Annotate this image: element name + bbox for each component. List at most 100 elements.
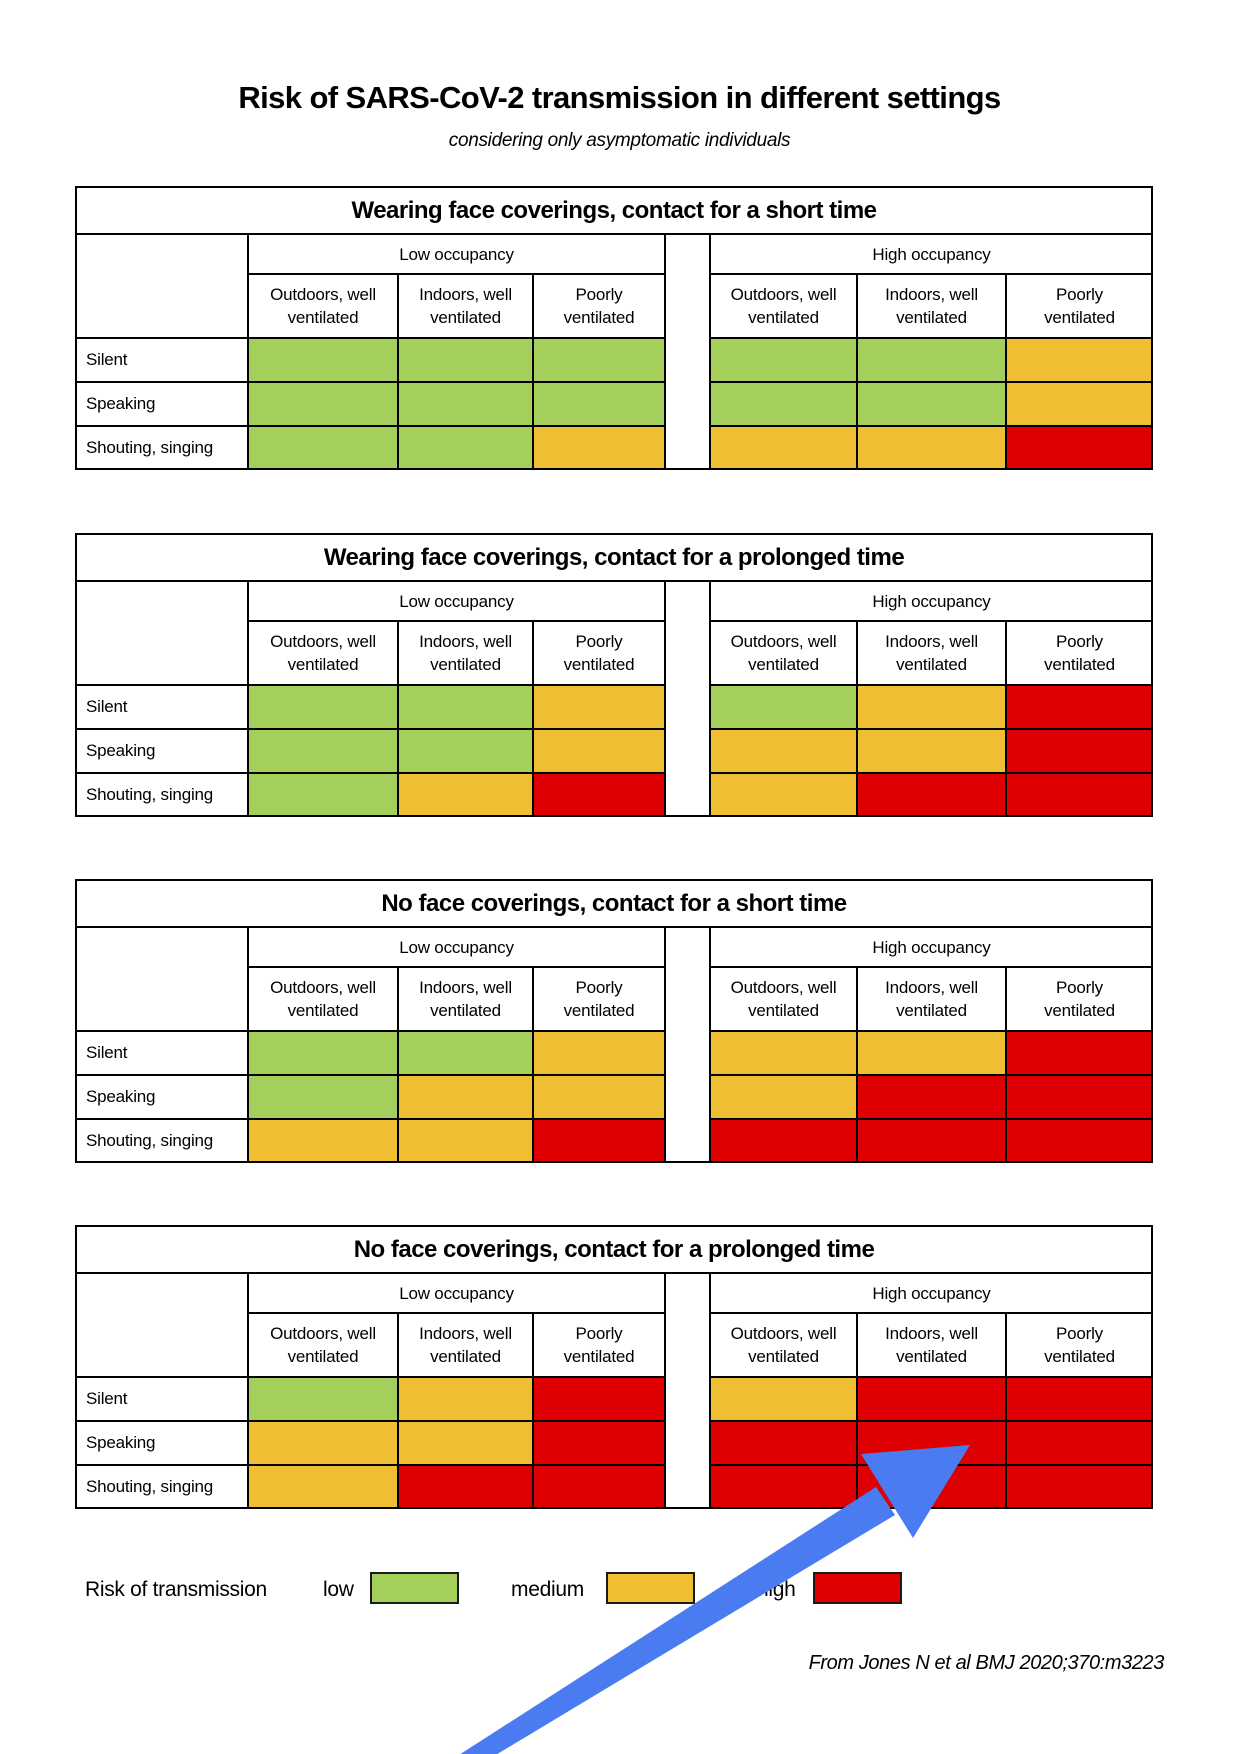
panel-title: No face coverings, contact for a short t… [75,879,1153,928]
occupancy-header: Low occupancy [399,1284,514,1303]
risk-cell-low [398,426,533,470]
grid-line [710,620,1153,622]
grid-line [709,1274,711,1509]
column-header: Indoors, well ventilated [398,1313,533,1377]
column-header-line1: Poorly [575,1324,623,1343]
column-header-line2: ventilated [1044,1347,1115,1366]
column-header-line1: Poorly [1056,978,1103,997]
grid-line [710,1420,1153,1422]
column-header-line2: ventilated [563,308,635,327]
column-header-line1: Outdoors, well [730,1324,837,1343]
grid-line [1005,621,1007,817]
column-header: Poorly ventilated [533,967,665,1031]
grid-line [710,684,1153,686]
grid-line [532,621,534,817]
column-header: Indoors, well ventilated [398,967,533,1031]
risk-cell-medium [398,1421,533,1465]
column-header: Poorly ventilated [1006,1313,1153,1377]
legend-swatch-high [813,1572,902,1604]
row-label: Speaking [86,394,156,413]
column-header-line1: Indoors, well [419,978,512,997]
column-header-line2: ventilated [896,308,967,327]
grid-line [248,966,665,968]
grid-line [710,425,1153,427]
column-header-line2: ventilated [748,1001,819,1020]
column-header-line2: ventilated [563,655,635,674]
risk-cell-high [857,1421,1006,1465]
risk-cell-medium [710,1377,857,1421]
column-header: Indoors, well ventilated [398,274,533,338]
risk-cell-medium [533,1031,665,1075]
risk-cell-high [533,773,665,817]
risk-cell-medium [533,1075,665,1119]
row-label: Silent [86,1043,128,1062]
row-label: Shouting, singing [86,785,214,804]
risk-cell-high [398,1465,533,1509]
column-header-line2: ventilated [287,308,359,327]
column-header-line2: ventilated [1044,1001,1115,1020]
risk-cell-low [533,338,665,382]
risk-cell-high [710,1119,857,1163]
grid-line [75,1464,665,1466]
column-header-line2: ventilated [287,1347,359,1366]
risk-cell-medium [398,1075,533,1119]
risk-cell-low [533,382,665,426]
grid-line [1005,967,1007,1163]
grid-line [1005,274,1007,470]
occupancy-header: Low occupancy [399,245,514,264]
risk-cell-low [248,338,398,382]
column-header-line1: Indoors, well [885,1324,978,1343]
panel-title: Wearing face coverings, contact for a sh… [75,186,1153,235]
risk-cell-low [248,1031,398,1075]
column-header-line2: ventilated [748,1347,819,1366]
grid-line [75,468,1153,470]
grid-line [248,1312,665,1314]
occupancy-header: Low occupancy [399,592,514,611]
row-label: Speaking [86,741,156,760]
grid-line [1005,1313,1007,1509]
column-header-line2: ventilated [748,655,819,674]
risk-cell-medium [533,685,665,729]
risk-cell-high [857,1119,1006,1163]
column-header-line2: ventilated [430,655,501,674]
risk-cell-low [248,1075,398,1119]
grid-line [710,966,1153,968]
row-label: Silent [86,350,128,369]
risk-cell-low [398,729,533,773]
grid-line [75,235,77,470]
row-label: Shouting, singing [86,1477,214,1496]
column-header-line2: ventilated [896,1001,967,1020]
risk-cell-high [1006,1421,1153,1465]
citation: From Jones N et al BMJ 2020;370:m3223 [808,1652,1165,1674]
grid-line [856,274,858,470]
risk-cell-medium [710,729,857,773]
risk-cell-medium [248,1421,398,1465]
grid-line [75,1118,665,1120]
risk-cell-high [857,1465,1006,1509]
column-header: Outdoors, well ventilated [248,1313,398,1377]
grid-line [710,273,1153,275]
column-header: Poorly ventilated [533,274,665,338]
legend-label-medium: medium [511,1578,584,1601]
risk-cell-medium [1006,382,1153,426]
column-header-line1: Outdoors, well [270,1324,376,1343]
column-header-line1: Poorly [575,285,623,304]
legend-label-low: low [323,1578,354,1601]
column-header-line1: Outdoors, well [270,632,376,651]
column-header-line1: Indoors, well [419,632,512,651]
legend-swatch-low [370,1572,459,1604]
column-header-line2: ventilated [430,308,501,327]
column-header: Outdoors, well ventilated [248,274,398,338]
risk-cell-high [1006,685,1153,729]
column-header-line1: Indoors, well [885,285,978,304]
risk-cell-low [857,338,1006,382]
grid-line [664,1274,666,1509]
grid-line [710,772,1153,774]
column-header-line2: ventilated [748,308,819,327]
column-header-line1: Outdoors, well [730,978,837,997]
risk-cell-low [248,1377,398,1421]
column-header: Outdoors, well ventilated [248,621,398,685]
grid-line [75,1030,665,1032]
grid-line [75,381,665,383]
grid-line [247,928,249,1163]
